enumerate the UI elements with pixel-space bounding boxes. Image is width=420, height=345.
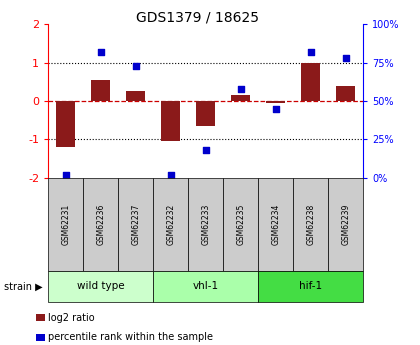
Point [168, 172, 174, 177]
Bar [196, 101, 215, 126]
Point [307, 49, 314, 55]
Bar [231, 95, 250, 101]
Text: hif-1: hif-1 [299, 282, 323, 291]
Text: GSM62234: GSM62234 [271, 204, 280, 245]
Point [132, 63, 139, 68]
Bar [91, 80, 110, 101]
Point [97, 49, 104, 55]
Point [202, 147, 209, 153]
Text: GSM62231: GSM62231 [61, 204, 70, 245]
Point [342, 55, 349, 61]
Point [63, 172, 69, 177]
Text: GSM62236: GSM62236 [96, 204, 105, 245]
Bar [301, 62, 320, 101]
Text: vhl-1: vhl-1 [193, 282, 219, 291]
Text: wild type: wild type [77, 282, 125, 291]
Bar [266, 101, 286, 103]
Text: strain ▶: strain ▶ [4, 282, 43, 291]
Text: GSM62237: GSM62237 [131, 204, 140, 245]
Text: percentile rank within the sample: percentile rank within the sample [48, 333, 213, 343]
Text: GSM62238: GSM62238 [306, 204, 315, 245]
Point [273, 106, 279, 111]
Text: GSM62232: GSM62232 [166, 204, 175, 245]
Bar [56, 101, 76, 147]
Bar [126, 91, 145, 101]
Text: GSM62235: GSM62235 [236, 204, 245, 245]
Text: GDS1379 / 18625: GDS1379 / 18625 [136, 10, 259, 24]
Text: GSM62239: GSM62239 [341, 204, 350, 245]
Bar [161, 101, 181, 141]
Text: GSM62233: GSM62233 [201, 204, 210, 245]
Bar [336, 86, 355, 101]
Text: log2 ratio: log2 ratio [48, 313, 95, 323]
Point [237, 86, 244, 91]
